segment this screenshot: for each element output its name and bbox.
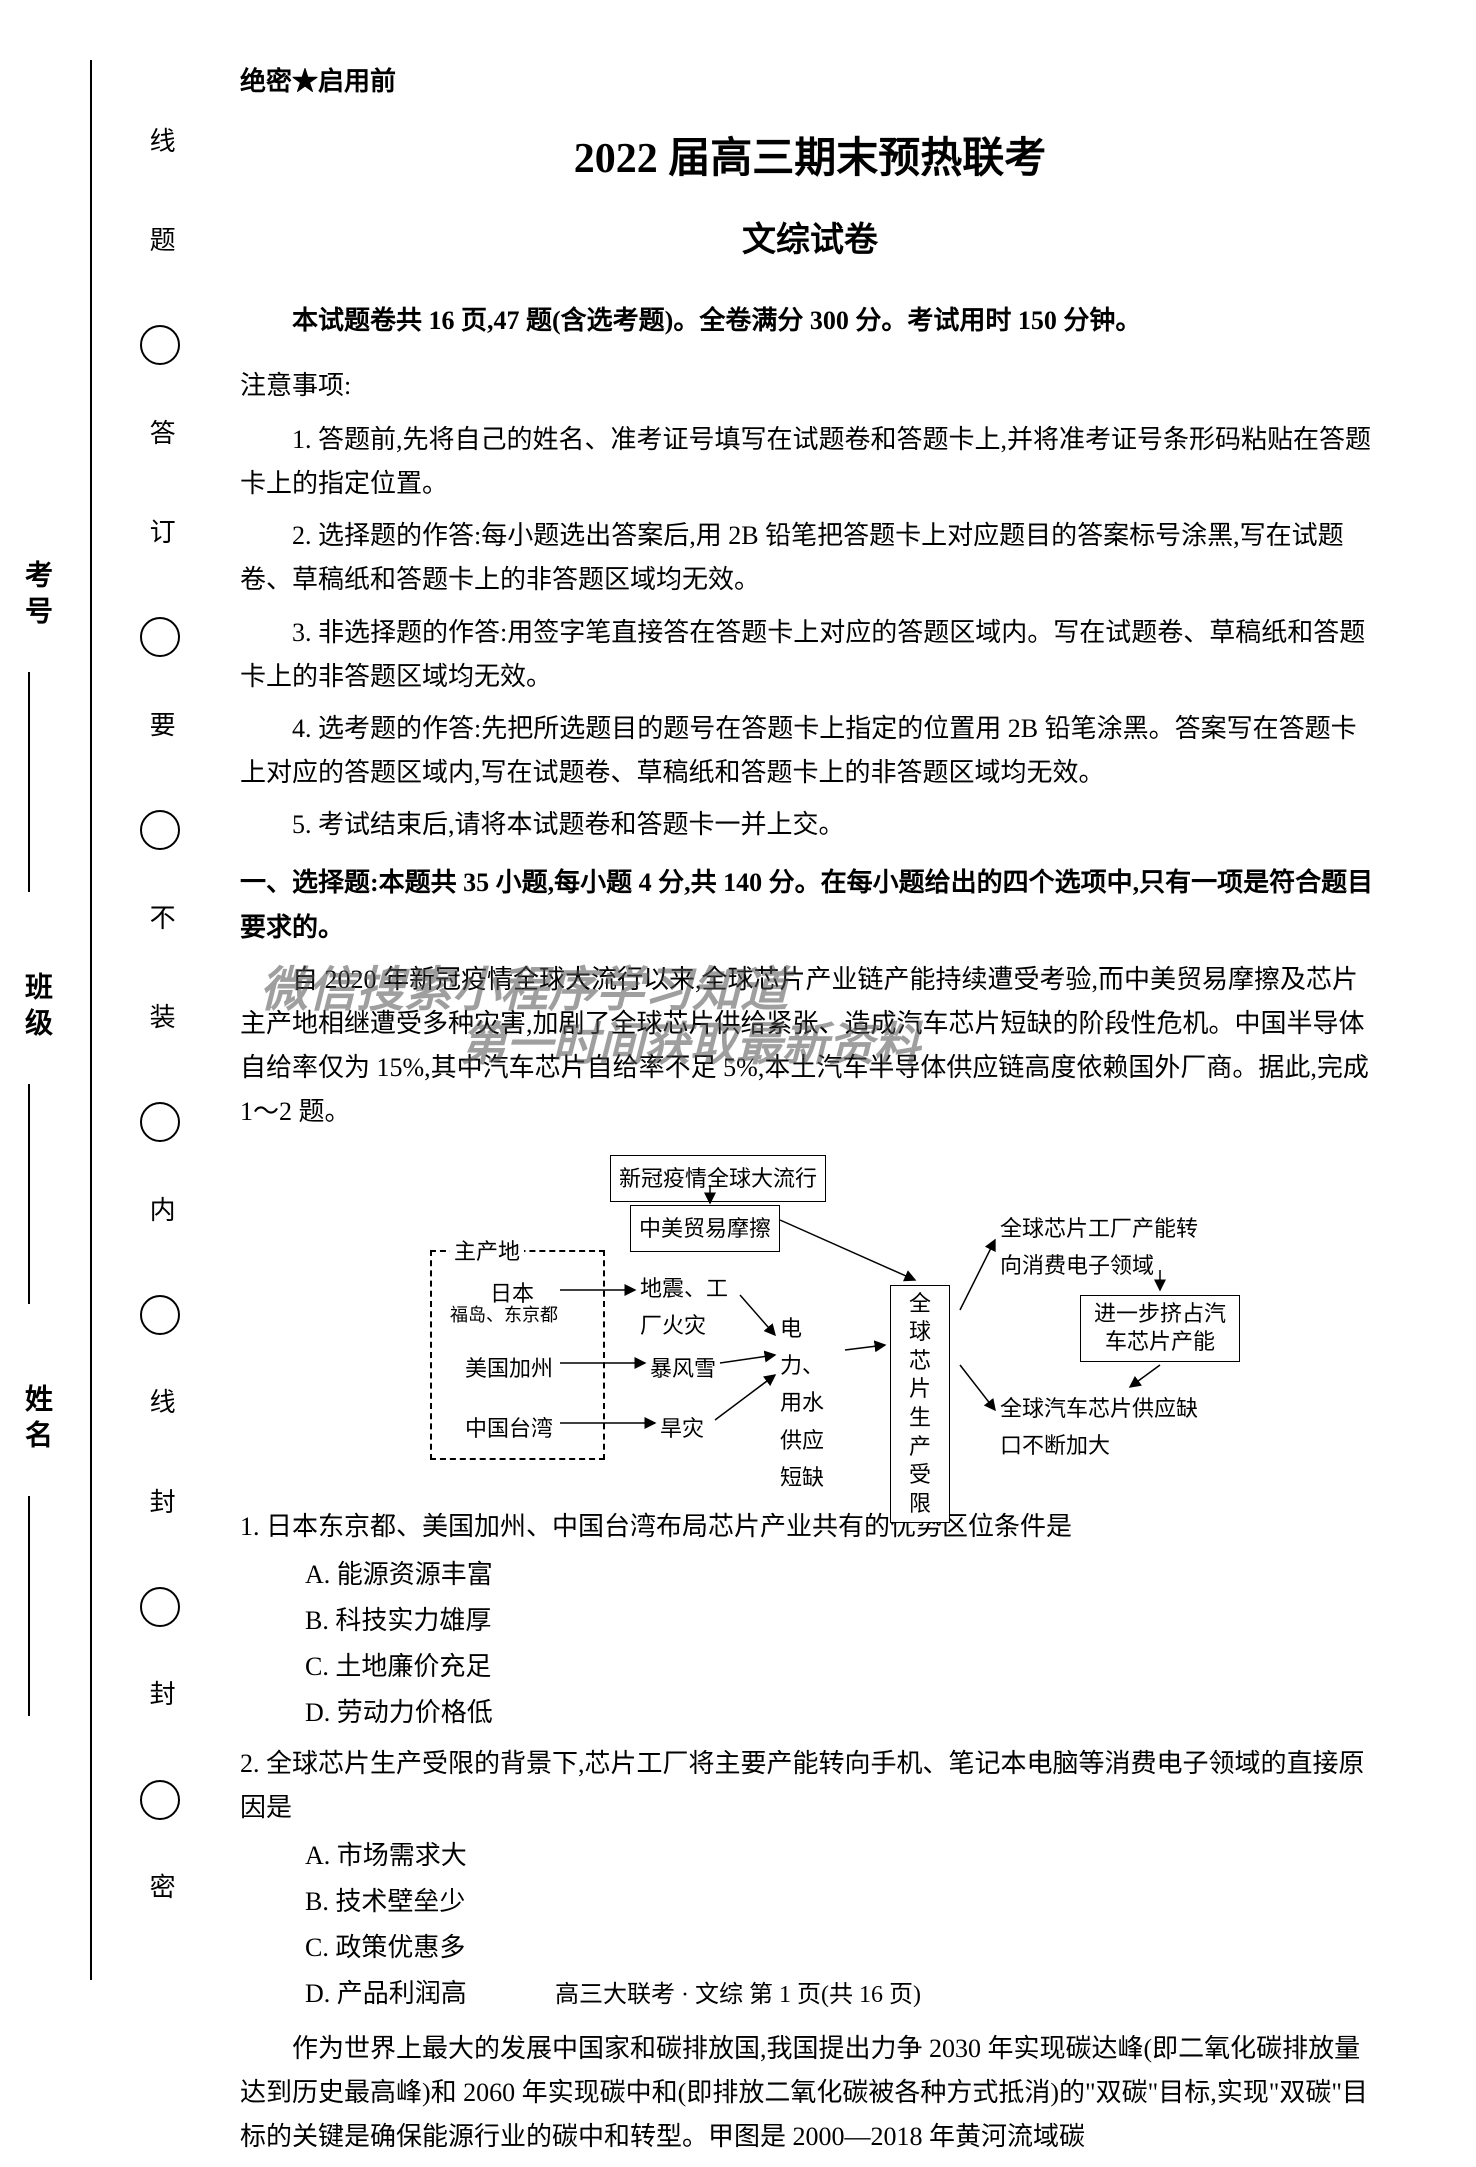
notice-item: 1. 答题前,先将自己的姓名、准考证号填写在试题卷和答题卡上,并将准考证号条形码… (240, 418, 1380, 506)
binding-char-6: 装 (138, 1003, 182, 1049)
q2-option-a: A. 市场需求大 (240, 1834, 1380, 1878)
passage-2: 作为世界上最大的发展中国家和碳排放国,我国提出力争 2030 年实现碳达峰(即二… (240, 2027, 1380, 2160)
notice-label: 注意事项: (240, 364, 1380, 408)
binding-circle (140, 810, 180, 850)
passage-1: 自 2020 年新冠疫情全球大流行以来,全球芯片产业链产能持续遭受考验,而中美贸… (240, 958, 1380, 1135)
secret-label: 绝密★启用前 (240, 60, 1380, 104)
binding-char-0: 线 (138, 127, 182, 173)
binding-char-7: 内 (138, 1196, 182, 1242)
chip-flowchart: 新冠疫情全球大流行 中美贸易摩擦 主产地 日本 福岛、东京都 美国加州 中国台湾… (360, 1155, 1260, 1485)
binding-char-2: 答 (138, 419, 182, 465)
binding-circle (140, 325, 180, 365)
exam-number-line (0, 672, 30, 892)
binding-circle (140, 1295, 180, 1335)
q2-stem: 2. 全球芯片生产受限的背景下,芯片工厂将主要产能转向手机、笔记本电脑等消费电子… (240, 1742, 1380, 1830)
q1-option-c: C. 土地廉价充足 (240, 1645, 1380, 1689)
name-label: 姓名 (0, 1384, 60, 1456)
class-label: 班级 (0, 972, 60, 1044)
q1-option-d: D. 劳动力价格低 (240, 1691, 1380, 1735)
notice-item: 4. 选考题的作答:先把所选题目的题号在答题卡上指定的位置用 2B 铅笔涂黑。答… (240, 707, 1380, 795)
notice-item: 3. 非选择题的作答:用签字笔直接答在答题卡上对应的答题区域内。写在试题卷、草稿… (240, 611, 1380, 699)
binding-char-8: 线 (138, 1388, 182, 1434)
binding-char-4: 要 (138, 711, 182, 757)
binding-dash-line (90, 60, 92, 1980)
binding-char-3: 订 (138, 518, 182, 564)
binding-char-1: 题 (138, 226, 182, 272)
q2-option-c: C. 政策优惠多 (240, 1926, 1380, 1970)
binding-char-5: 不 (138, 904, 182, 950)
binding-char-11: 密 (138, 1873, 182, 1919)
section1-header: 一、选择题:本题共 35 小题,每小题 4 分,共 140 分。在每小题给出的四… (240, 861, 1380, 949)
binding-circle (140, 1587, 180, 1627)
binding-circle (140, 1102, 180, 1142)
q1-option-a: A. 能源资源丰富 (240, 1553, 1380, 1597)
exam-number-label: 考号 (0, 560, 60, 632)
q2-option-b: B. 技术壁垒少 (240, 1880, 1380, 1924)
exam-subtitle: 文综试卷 (240, 212, 1380, 270)
binding-char-10: 封 (138, 1680, 182, 1726)
page-footer: 高三大联考 · 文综 第 1 页(共 16 页) (0, 1975, 1476, 2016)
q1-stem: 1. 日本东京都、美国加州、中国台湾布局芯片产业共有的优势区位条件是 (240, 1505, 1380, 1549)
notice-item: 2. 选择题的作答:每小题选出答案后,用 2B 铅笔把答题卡上对应题目的答案标号… (240, 514, 1380, 602)
notice-item: 5. 考试结束后,请将本试题卷和答题卡一并上交。 (240, 803, 1380, 847)
class-line (0, 1084, 30, 1304)
binding-char-9: 封 (138, 1488, 182, 1534)
binding-circle (140, 617, 180, 657)
binding-circle (140, 1780, 180, 1820)
exam-summary: 本试题卷共 16 页,47 题(含选考题)。全卷满分 300 分。考试用时 15… (240, 299, 1380, 343)
name-line (0, 1496, 30, 1716)
q1-option-b: B. 科技实力雄厚 (240, 1599, 1380, 1643)
exam-title: 2022 届高三期末预热联考 (240, 124, 1380, 195)
